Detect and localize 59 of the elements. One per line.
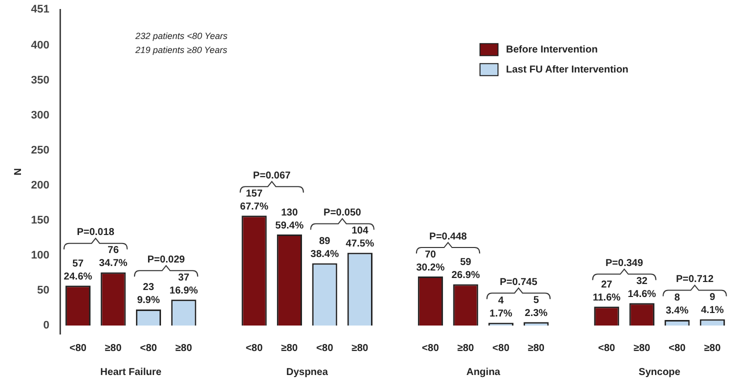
data-label: 89 38.4% xyxy=(310,236,339,260)
y-tick-label: 0 xyxy=(43,320,50,332)
text: Heart Failure xyxy=(100,366,162,378)
x-tick-label: ≥80 xyxy=(528,342,545,354)
data-label: 130 59.4% xyxy=(275,207,304,232)
data-label: 5 2.3% xyxy=(524,294,548,319)
x-tick-label: ≥80 xyxy=(704,342,722,354)
annotation: P=0.712 xyxy=(676,274,714,286)
text: Angina xyxy=(466,366,501,378)
y-tick-label: 50 xyxy=(37,284,50,297)
x-tick-label: <80 xyxy=(140,342,158,354)
x-tick-label: <80 xyxy=(422,342,440,354)
x-tick-label: ≥80 xyxy=(175,342,192,354)
text: Dyspnea xyxy=(286,366,328,378)
data-label: 8 3.4% xyxy=(666,292,689,317)
x-tick-label: <80 xyxy=(598,342,616,354)
x-tick-label: <80 xyxy=(668,342,686,354)
data-label: 59 26.9% xyxy=(451,257,480,282)
annotation: P=0.349 xyxy=(605,258,644,269)
annotation: P=0.029 xyxy=(147,254,186,266)
x-tick-label: <80 xyxy=(246,342,264,354)
x-tick-label: <80 xyxy=(492,342,510,354)
x-tick-label: ≥80 xyxy=(352,342,369,354)
data-label: 32 14.6% xyxy=(628,276,656,300)
legend-label: Last FU After Intervention xyxy=(506,64,628,76)
data-label: 104 47.5% xyxy=(346,225,374,250)
legend-label: Before Intervention xyxy=(506,44,598,56)
data-label: 4 1.7% xyxy=(490,296,512,320)
data-label: 76 34.7% xyxy=(99,245,128,270)
annotation: P=0.067 xyxy=(253,170,292,182)
data-label: 23 9.9% xyxy=(137,282,160,306)
annotation: P=0.050 xyxy=(324,207,362,218)
x-tick-label: ≥80 xyxy=(281,342,298,354)
data-label: 57 24.6% xyxy=(64,258,92,282)
x-tick-label: ≥80 xyxy=(634,342,651,354)
data-label: 157 67.7% xyxy=(240,188,268,212)
x-tick-label: ≥80 xyxy=(457,342,474,354)
x-tick-label: <80 xyxy=(69,342,87,354)
y-tick-label: 451 xyxy=(30,4,50,16)
data-label: 9 4.1% xyxy=(700,292,724,316)
annotation: P=0.448 xyxy=(429,231,468,242)
y-tick-label: 100 xyxy=(30,250,50,262)
y-tick-label: 400 xyxy=(30,39,50,52)
annotation: P=0.745 xyxy=(500,276,538,288)
y-tick-label: 350 xyxy=(30,74,50,86)
annotation: 232 patients <80 Years xyxy=(134,31,228,42)
y-axis-title: N xyxy=(12,168,24,176)
y-tick-label: 150 xyxy=(30,214,50,227)
text: Syncope xyxy=(638,366,681,378)
annotation: P=0.018 xyxy=(76,227,115,238)
annotation: 219 patients ≥80 Years xyxy=(134,45,228,56)
data-label: 27 11.6% xyxy=(592,279,621,304)
x-tick-label: <80 xyxy=(316,342,334,354)
x-tick-label: ≥80 xyxy=(104,342,122,354)
data-label: 37 16.9% xyxy=(170,272,198,296)
y-tick-label: 200 xyxy=(30,179,50,192)
y-tick-label: 300 xyxy=(30,109,50,122)
y-tick-label: 250 xyxy=(30,144,50,156)
data-label: 70 30.2% xyxy=(416,249,445,274)
